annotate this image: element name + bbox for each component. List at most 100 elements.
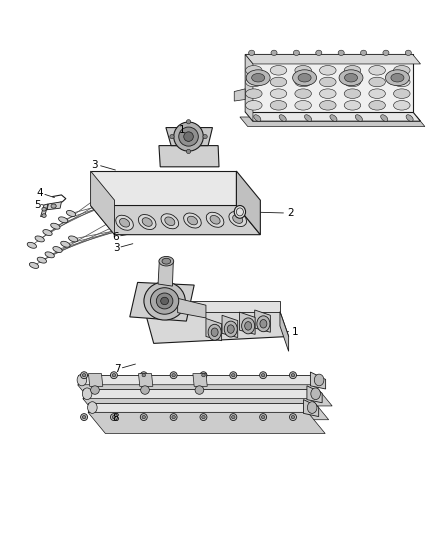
Ellipse shape bbox=[53, 247, 62, 253]
Ellipse shape bbox=[82, 388, 92, 400]
Ellipse shape bbox=[246, 70, 270, 86]
Polygon shape bbox=[145, 312, 289, 343]
Ellipse shape bbox=[232, 374, 235, 377]
Ellipse shape bbox=[293, 70, 317, 86]
Text: 5: 5 bbox=[34, 200, 40, 210]
Ellipse shape bbox=[161, 214, 179, 229]
Ellipse shape bbox=[298, 74, 311, 82]
Ellipse shape bbox=[67, 211, 76, 216]
Ellipse shape bbox=[270, 89, 287, 99]
Polygon shape bbox=[206, 318, 222, 341]
Ellipse shape bbox=[186, 119, 191, 124]
Ellipse shape bbox=[393, 89, 410, 99]
Text: 2: 2 bbox=[287, 208, 294, 219]
Ellipse shape bbox=[246, 66, 262, 75]
Ellipse shape bbox=[295, 66, 311, 75]
Ellipse shape bbox=[170, 372, 177, 378]
Ellipse shape bbox=[81, 372, 88, 378]
Ellipse shape bbox=[344, 101, 361, 110]
Ellipse shape bbox=[295, 77, 311, 87]
Ellipse shape bbox=[339, 70, 363, 86]
Polygon shape bbox=[178, 298, 206, 318]
Ellipse shape bbox=[116, 215, 133, 230]
Polygon shape bbox=[91, 171, 237, 206]
Ellipse shape bbox=[81, 414, 88, 421]
Ellipse shape bbox=[406, 115, 413, 122]
Ellipse shape bbox=[320, 89, 336, 99]
Polygon shape bbox=[280, 312, 289, 351]
Polygon shape bbox=[91, 171, 115, 235]
Ellipse shape bbox=[246, 101, 262, 110]
Ellipse shape bbox=[246, 89, 262, 99]
Ellipse shape bbox=[208, 324, 221, 340]
Ellipse shape bbox=[233, 215, 243, 223]
Ellipse shape bbox=[369, 101, 385, 110]
Ellipse shape bbox=[141, 386, 149, 394]
Polygon shape bbox=[145, 301, 280, 312]
Ellipse shape bbox=[383, 50, 389, 55]
Polygon shape bbox=[41, 204, 48, 216]
Ellipse shape bbox=[165, 217, 175, 225]
Polygon shape bbox=[88, 413, 325, 433]
Ellipse shape bbox=[142, 217, 152, 227]
Ellipse shape bbox=[195, 386, 204, 394]
Polygon shape bbox=[311, 372, 325, 389]
Ellipse shape bbox=[291, 374, 295, 377]
Ellipse shape bbox=[391, 74, 404, 82]
Ellipse shape bbox=[257, 316, 270, 332]
Ellipse shape bbox=[91, 386, 99, 394]
Ellipse shape bbox=[27, 243, 36, 248]
Ellipse shape bbox=[330, 115, 337, 122]
Ellipse shape bbox=[314, 374, 324, 386]
Ellipse shape bbox=[162, 259, 171, 264]
Ellipse shape bbox=[338, 50, 344, 55]
Ellipse shape bbox=[320, 77, 336, 87]
Ellipse shape bbox=[227, 325, 234, 333]
Ellipse shape bbox=[43, 230, 52, 236]
Ellipse shape bbox=[230, 372, 237, 378]
Ellipse shape bbox=[68, 236, 78, 242]
Ellipse shape bbox=[311, 388, 321, 400]
Polygon shape bbox=[158, 260, 173, 286]
Ellipse shape bbox=[156, 293, 173, 309]
Text: 7: 7 bbox=[114, 365, 121, 374]
Ellipse shape bbox=[224, 321, 237, 337]
Ellipse shape bbox=[316, 50, 322, 55]
Polygon shape bbox=[245, 112, 420, 121]
Polygon shape bbox=[88, 374, 103, 386]
Ellipse shape bbox=[345, 74, 357, 82]
Ellipse shape bbox=[249, 50, 254, 55]
Ellipse shape bbox=[186, 149, 191, 154]
Ellipse shape bbox=[245, 321, 252, 330]
Ellipse shape bbox=[200, 372, 207, 378]
Ellipse shape bbox=[260, 319, 267, 328]
Ellipse shape bbox=[142, 416, 145, 419]
Ellipse shape bbox=[290, 372, 297, 378]
Ellipse shape bbox=[355, 115, 362, 122]
Ellipse shape bbox=[210, 215, 220, 224]
Ellipse shape bbox=[291, 416, 295, 419]
Ellipse shape bbox=[405, 50, 411, 55]
Ellipse shape bbox=[246, 77, 262, 87]
Polygon shape bbox=[254, 310, 270, 332]
Ellipse shape bbox=[203, 134, 207, 139]
Ellipse shape bbox=[293, 50, 300, 55]
Polygon shape bbox=[78, 385, 332, 406]
Ellipse shape bbox=[393, 101, 410, 110]
Ellipse shape bbox=[270, 101, 287, 110]
Ellipse shape bbox=[261, 416, 265, 419]
Ellipse shape bbox=[254, 115, 261, 122]
Ellipse shape bbox=[61, 241, 70, 247]
Ellipse shape bbox=[242, 318, 254, 334]
Ellipse shape bbox=[344, 89, 361, 99]
Ellipse shape bbox=[230, 414, 237, 421]
Ellipse shape bbox=[82, 374, 86, 377]
Ellipse shape bbox=[110, 414, 117, 421]
Polygon shape bbox=[245, 54, 253, 121]
Ellipse shape bbox=[159, 256, 174, 266]
Polygon shape bbox=[234, 89, 245, 101]
Ellipse shape bbox=[320, 101, 336, 110]
Ellipse shape bbox=[112, 374, 116, 377]
Polygon shape bbox=[193, 374, 207, 386]
Ellipse shape bbox=[140, 414, 147, 421]
